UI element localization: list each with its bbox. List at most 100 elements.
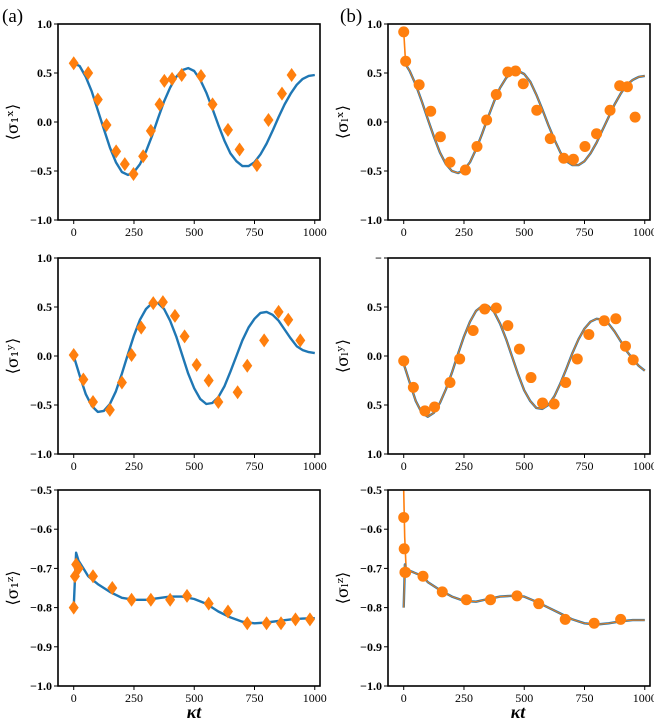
plot-frame xyxy=(57,23,321,221)
data-point xyxy=(513,343,525,355)
data-point xyxy=(290,612,301,627)
data-point xyxy=(304,612,315,627)
data-point xyxy=(101,117,112,132)
x-tick-label: 1000 xyxy=(303,225,327,239)
x-tick-label: 500 xyxy=(515,459,533,473)
x-axis-label-left: κt xyxy=(187,702,203,722)
y-tick-label: −1.0 xyxy=(360,213,382,227)
x-tick-label: 250 xyxy=(455,225,473,239)
x-tick-label: 250 xyxy=(455,691,473,705)
x-tick-label: 1000 xyxy=(633,459,654,473)
x-tick-label: 250 xyxy=(455,459,473,473)
data-point xyxy=(490,302,502,314)
y-tick-label: 0.5 xyxy=(367,300,382,314)
y-tick-label: −0.7 xyxy=(30,561,52,575)
data-point xyxy=(203,373,214,388)
data-point xyxy=(571,353,583,365)
y-tick-label: 0.0 xyxy=(367,349,382,363)
data-point xyxy=(454,353,466,365)
panel-b-z: 0 250 500 750 1000 −1.0 −0.9 −0.8 −0.7 −0.6 −0.5 ⟨σ… xyxy=(333,483,654,705)
data-point xyxy=(627,354,639,366)
data-point xyxy=(276,86,287,101)
y-tick-label: −0.5 xyxy=(30,398,52,412)
x-tick-label: 750 xyxy=(246,225,264,239)
y-tick-label: 1.0 xyxy=(367,17,382,31)
y-tick-label: −1.0 xyxy=(30,213,52,227)
data-point xyxy=(537,397,549,409)
data-point xyxy=(544,133,556,145)
data-point xyxy=(583,328,595,340)
data-point xyxy=(444,156,456,168)
data-point xyxy=(145,123,156,138)
series-orange-start xyxy=(402,490,407,569)
data-point xyxy=(213,395,224,410)
data-point xyxy=(460,594,472,606)
x-tick-label: 750 xyxy=(246,691,264,705)
data-point xyxy=(619,340,631,352)
x-tick-label: 500 xyxy=(515,225,533,239)
y-tick-label: 0.0 xyxy=(37,115,52,129)
x-tick-label: 500 xyxy=(185,459,203,473)
data-point xyxy=(548,398,560,410)
y-tick-label: −0.8 xyxy=(360,601,382,615)
y-tick-label: 0.0 xyxy=(367,115,382,129)
data-point xyxy=(179,329,190,344)
y-tick-label: −0.9 xyxy=(360,640,382,654)
data-point xyxy=(207,97,218,112)
series-line-overlay xyxy=(403,60,645,174)
data-point xyxy=(261,616,272,631)
plot-frame xyxy=(387,23,651,221)
x-tick-label: 250 xyxy=(125,691,143,705)
x-tick-label: 750 xyxy=(576,459,594,473)
x-tick-label: 1000 xyxy=(633,225,654,239)
data-point xyxy=(400,566,412,578)
data-point xyxy=(107,581,118,595)
data-point xyxy=(591,128,603,140)
data-point xyxy=(165,592,176,607)
data-point xyxy=(222,122,233,137)
data-point xyxy=(145,592,156,607)
plot-frame xyxy=(387,489,651,687)
y-tick-label: 0.5 xyxy=(37,66,52,80)
data-point xyxy=(429,401,441,413)
data-point xyxy=(560,376,572,388)
data-point xyxy=(251,158,262,173)
data-point xyxy=(159,73,170,88)
y-tick-label: −1.0 xyxy=(30,679,52,693)
x-tick-label: 0 xyxy=(401,225,407,239)
panel-a-y: 0 250 500 750 1000 −1.0 −0.5 0.0 0.5 1.0 ⟨σ₁ʸ⟩ xyxy=(3,251,327,473)
data-point xyxy=(398,543,410,555)
data-point xyxy=(533,598,545,610)
y-tick-label: −1.0 xyxy=(30,447,52,461)
data-point xyxy=(273,304,284,319)
data-point xyxy=(154,97,165,112)
data-point xyxy=(83,66,94,80)
data-point xyxy=(148,296,159,311)
y-axis-label: ⟨σ₁ʸ⟩ xyxy=(3,338,22,375)
x-tick-label: 1000 xyxy=(303,691,327,705)
panel-a-x: 0 250 500 750 1000 −1.0 −0.5 0.0 0.5 1.0 ⟨σ₁ˣ⟩ xyxy=(3,17,327,239)
x-tick-label: 500 xyxy=(185,225,203,239)
data-point xyxy=(232,385,243,400)
data-point xyxy=(126,592,137,607)
data-point xyxy=(88,569,99,584)
data-point xyxy=(116,375,127,390)
x-tick-label: 1000 xyxy=(303,459,327,473)
x-tick-label: 0 xyxy=(71,691,77,705)
data-point xyxy=(467,325,479,337)
y-tick-label: 0.5 xyxy=(37,300,52,314)
data-point xyxy=(413,79,425,91)
plot-frame xyxy=(387,257,651,455)
x-tick-label: 500 xyxy=(185,691,203,705)
data-point xyxy=(588,617,600,629)
y-tick-label: −0.5 xyxy=(30,164,52,178)
data-point xyxy=(157,295,168,310)
plot-frame xyxy=(57,257,321,455)
data-point xyxy=(517,78,529,90)
data-point xyxy=(629,111,641,123)
data-point xyxy=(510,65,522,77)
data-point xyxy=(400,55,412,67)
plot-frame xyxy=(57,489,321,687)
data-point xyxy=(511,590,523,602)
